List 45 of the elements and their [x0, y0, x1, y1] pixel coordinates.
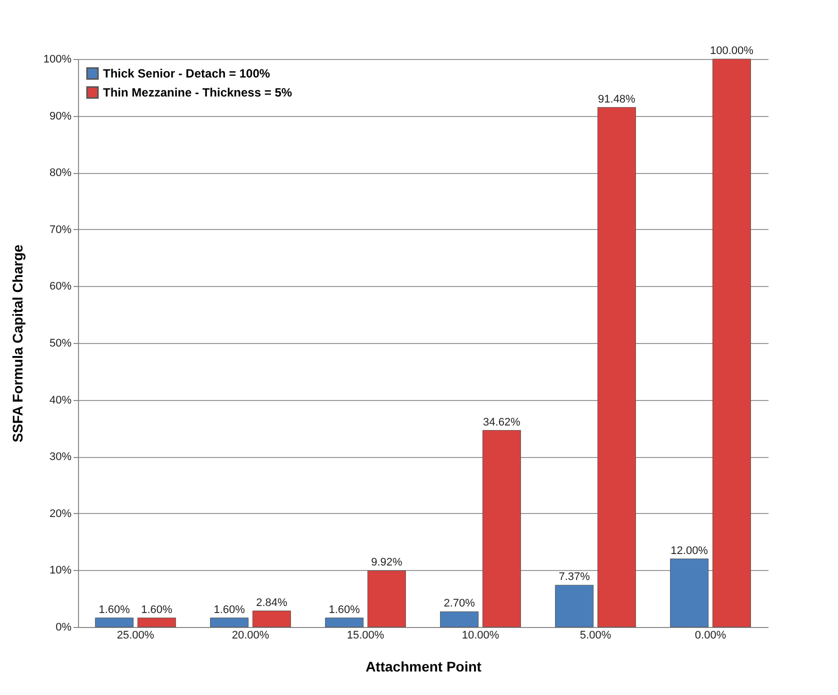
y-tick-label: 70%: [49, 224, 72, 236]
y-tick-label: 90%: [49, 110, 72, 122]
x-tick-label: 25.00%: [116, 630, 154, 642]
bar: [137, 618, 176, 628]
bar: [95, 618, 134, 628]
data-label: 1.60%: [141, 604, 172, 616]
data-label: 2.84%: [256, 596, 288, 609]
data-label: 1.60%: [328, 604, 360, 616]
bar: [325, 618, 364, 628]
bar: [440, 611, 479, 628]
bar: [210, 618, 249, 628]
data-label: 100.00%: [710, 45, 754, 57]
y-tick-label: 0%: [56, 622, 72, 634]
data-label: 7.37%: [558, 571, 590, 584]
y-tick-label: 10%: [49, 564, 72, 577]
y-tick-label: 100%: [43, 54, 72, 66]
y-tick-label: 40%: [49, 394, 72, 406]
bar: [712, 58, 751, 628]
bar: [252, 610, 291, 628]
x-tick-label: 15.00%: [346, 630, 384, 642]
y-axis-title: SSFA Formula Capital Charge: [9, 244, 26, 442]
data-label: 1.60%: [98, 604, 130, 616]
y-tick-label: 80%: [49, 167, 72, 180]
data-label: 2.70%: [444, 598, 476, 610]
data-label: 34.62%: [483, 416, 521, 428]
y-tick-label: 60%: [49, 280, 72, 293]
x-tick-label: 5.00%: [580, 630, 612, 642]
x-axis-title: Attachment Point: [366, 658, 482, 674]
data-label: 91.48%: [598, 93, 636, 106]
y-tick-label: 20%: [49, 508, 72, 520]
bar: [597, 107, 636, 628]
y-tick-label: 30%: [49, 451, 72, 464]
x-tick-label: 0.00%: [694, 630, 726, 642]
bar: [367, 570, 406, 628]
data-label: 12.00%: [670, 544, 708, 557]
bar: [482, 430, 521, 628]
data-label: 9.92%: [371, 556, 402, 569]
legend-label: Thick Senior - Detach = 100%: [103, 66, 270, 80]
legend-label: Thin Mezzanine - Thickness = 5%: [103, 86, 292, 100]
bar: [555, 584, 594, 628]
x-tick-label: 10.00%: [462, 630, 500, 642]
x-tick-label: 20.00%: [232, 630, 270, 642]
data-label: 1.60%: [214, 604, 246, 616]
y-tick-label: 50%: [49, 338, 72, 350]
bar: [670, 558, 709, 628]
